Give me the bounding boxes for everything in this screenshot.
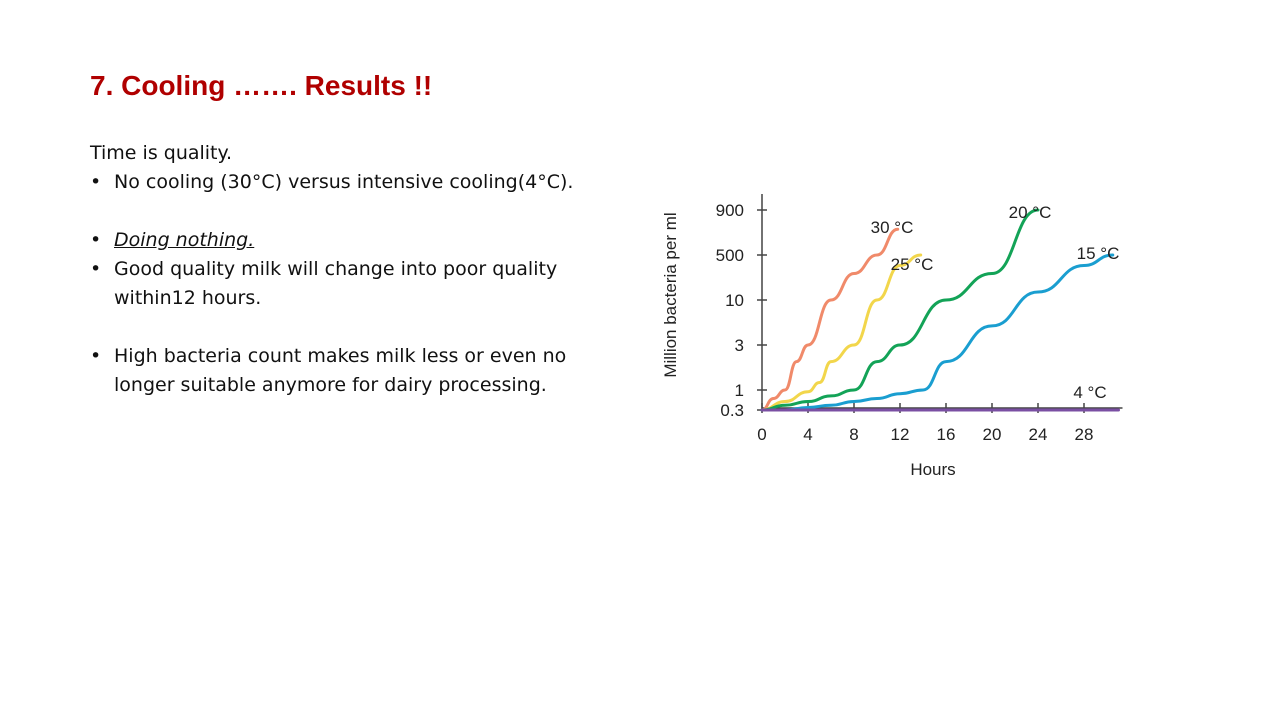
bullet-quality-change: Good quality milk will change into poor … [90,255,610,313]
x-tick-label: 4 [803,425,812,444]
series-line-30C [760,227,900,412]
chart-svg: 0.31 3 10 500 900 0 4 8 12 16 20 24 28 Hours Million b… [661,194,1123,479]
bullet-list: No cooling (30°C) versus intensive cooli… [90,168,610,197]
bacteria-growth-chart: 0.3 1 3 10 500 900 0 4 8 12 16 20 24 28 Hours Million b… [650,180,1130,490]
y-axis-title: Million bacteria per ml [661,212,680,377]
y-tick-label: 10 [725,291,744,310]
x-tick-label: 12 [891,425,910,444]
bullet-list-3: High bacteria count makes milk less or e… [90,342,610,400]
x-tick-label: 24 [1029,425,1048,444]
y-tick-label: 500 [716,246,744,265]
x-tick-label: 28 [1075,425,1094,444]
intro-text: Time is quality. [90,142,233,164]
y-tick-label: 900 [716,201,744,220]
x-tick-label: 16 [937,425,956,444]
series-label-4C: 4 °C [1073,383,1106,402]
x-tick-label: 0 [757,425,766,444]
series-label-30C: 30 °C [871,218,914,237]
x-tick-label: 20 [983,425,1002,444]
series-line-15C [760,253,1115,412]
x-axis-title: Hours [910,460,955,479]
bullet-list-2: Doing nothing. Good quality milk will ch… [90,226,610,313]
y-tick-label: 3 [735,336,744,355]
bullet-bacteria-count: High bacteria count makes milk less or e… [90,342,610,400]
chart-labels: 30 °C 25 °C 20 °C 15 °C 4 °C [871,203,1120,402]
y-tick-label: 1 [735,381,744,400]
doing-nothing-text: Doing nothing. [114,229,255,251]
bullet-doing-nothing: Doing nothing. [90,226,610,255]
series-line-25C [760,253,923,412]
slide-body: Time is quality. No cooling (30°C) versu… [90,139,610,400]
series-label-25C: 25 °C [891,255,934,274]
bullet-cooling-comparison: No cooling (30°C) versus intensive cooli… [90,168,610,197]
series-label-15C: 15 °C [1077,244,1120,263]
series-label-20C: 20 °C [1009,203,1052,222]
y-tick-label: 0.3 [720,401,744,420]
chart-series [760,208,1120,412]
slide-title: 7. Cooling ……. Results !! [90,70,433,101]
series-line-20C [760,208,1040,412]
x-tick-label: 8 [849,425,858,444]
